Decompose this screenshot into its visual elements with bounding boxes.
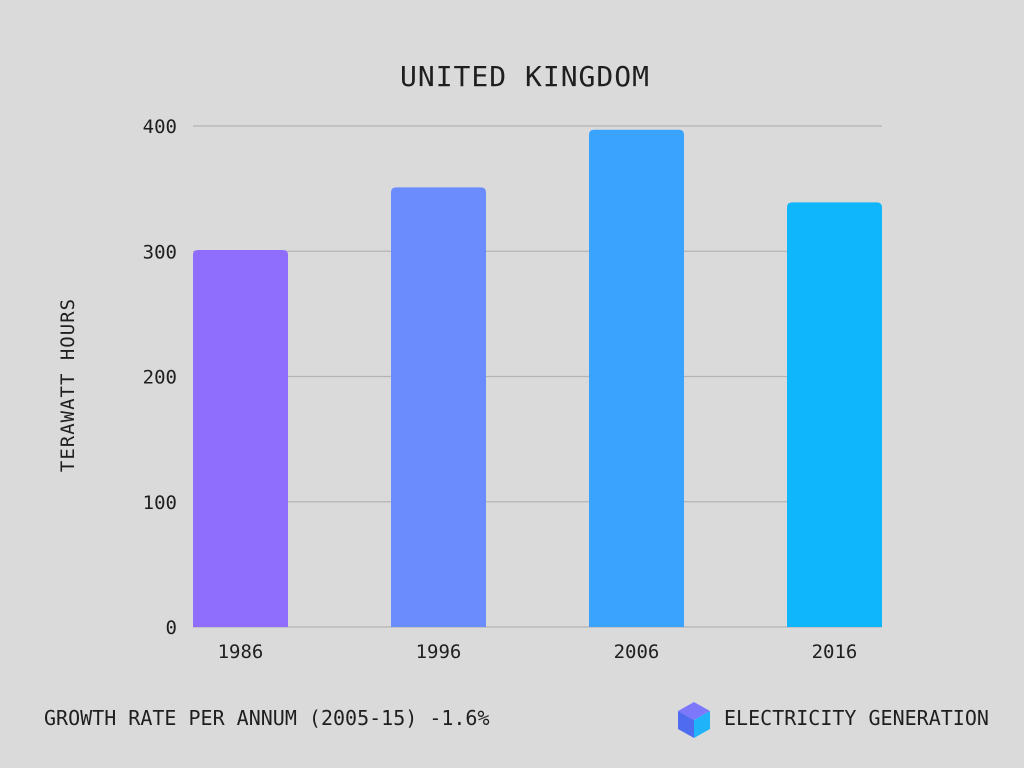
x-tick-label: 2016 <box>812 641 858 663</box>
x-tick-label: 2006 <box>614 641 660 663</box>
x-tick-label: 1996 <box>416 641 462 663</box>
bars <box>193 129 882 627</box>
growth-rate-note: GROWTH RATE PER ANNUM (2005-15) -1.6% <box>44 706 490 730</box>
bar-2016 <box>787 202 882 627</box>
y-tick-label: 400 <box>143 116 177 138</box>
y-axis-label: TERAWATT HOURS <box>57 298 79 472</box>
x-axis-ticks: 1986 1996 2006 2016 <box>218 641 858 663</box>
category-label: ELECTRICITY GENERATION <box>724 706 989 730</box>
bar-1996 <box>391 187 486 627</box>
x-tick-label: 1986 <box>218 641 264 663</box>
y-tick-label: 200 <box>143 367 177 389</box>
chart-title: UNITED KINGDOM <box>400 60 650 93</box>
y-tick-label: 300 <box>143 241 177 263</box>
y-axis-ticks: 0 100 200 300 400 <box>143 116 177 639</box>
y-tick-label: 0 <box>166 617 177 639</box>
gridlines <box>193 125 882 628</box>
bar-1986 <box>193 249 288 627</box>
bar-2006 <box>589 129 684 627</box>
cube-icon <box>678 702 710 738</box>
y-tick-label: 100 <box>143 492 177 514</box>
